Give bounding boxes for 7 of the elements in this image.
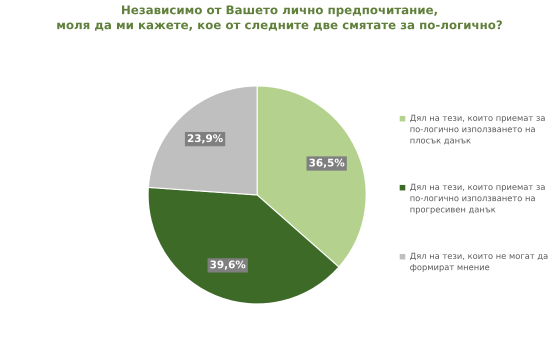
data-label: 23,9% bbox=[188, 134, 223, 144]
chart-title: Независимо от Вашето лично предпочитание, моля да ми кажете, кое от следните две смятате за по-логично? bbox=[57, 6, 502, 31]
data-label: 36,5% bbox=[309, 158, 344, 168]
legend-label: Дял на тези, които приемат за по-логично използването на плосък данък bbox=[410, 114, 545, 144]
legend-label: Дял на тези, които не могат да формират мнение bbox=[410, 252, 548, 272]
data-label: 39,6% bbox=[210, 260, 246, 270]
legend-label: Дял на тези, които приемат за по-логично използването на прогресивен данък bbox=[410, 184, 545, 214]
